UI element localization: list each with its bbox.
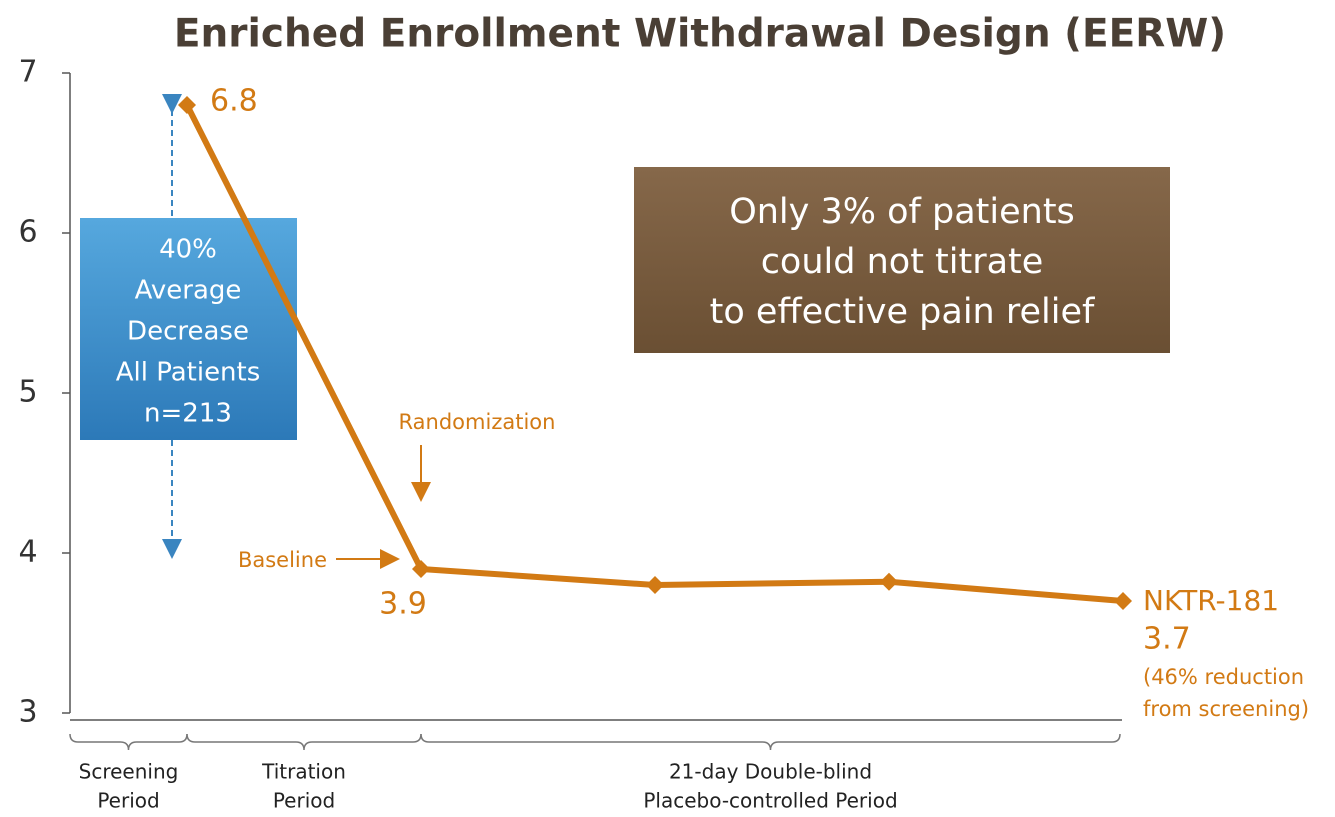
end-note: from screening): [1143, 697, 1309, 721]
data-label: 3.7: [1143, 622, 1191, 657]
highlight-text: to effective pain relief: [710, 292, 1095, 332]
callout-text: Average: [135, 276, 242, 306]
highlight-text: Only 3% of patients: [729, 192, 1075, 232]
end-note: (46% reduction: [1143, 665, 1304, 689]
period-brace: [69, 733, 188, 751]
point-marker: [1114, 592, 1132, 610]
point-marker: [646, 576, 664, 594]
callout-text: All Patients: [116, 358, 261, 388]
highlight-box: [634, 167, 1170, 353]
point-marker: [880, 572, 898, 591]
highlight-text: could not titrate: [761, 242, 1044, 282]
y-tick-label: 5: [18, 375, 37, 410]
annotation: Baseline: [238, 548, 327, 572]
point-marker: [178, 96, 196, 114]
data-label: 3.9: [379, 587, 427, 622]
period-label: Titration: [261, 760, 346, 784]
y-tick-label: 7: [18, 55, 37, 90]
annotation: Randomization: [399, 410, 556, 434]
period-label: 21-day Double-blind: [669, 760, 872, 784]
series-label: NKTR-181: [1143, 584, 1279, 617]
callout-text: 40%: [159, 235, 217, 265]
period-label: Period: [97, 789, 159, 813]
period-label: Placebo-controlled Period: [643, 789, 897, 813]
period-brace: [420, 733, 1121, 751]
period-label: Period: [273, 789, 335, 813]
y-tick-label: 6: [18, 215, 37, 250]
data-label: 6.8: [210, 84, 258, 119]
point-marker: [412, 560, 430, 578]
callout-text: Decrease: [127, 317, 249, 347]
period-label: Screening: [79, 760, 179, 784]
chart-title: Enriched Enrollment Withdrawal Design (E…: [174, 12, 1226, 57]
period-brace: [186, 733, 422, 751]
y-tick-label: 3: [18, 695, 37, 730]
y-tick-label: 4: [18, 535, 37, 570]
callout-text: n=213: [144, 399, 232, 429]
